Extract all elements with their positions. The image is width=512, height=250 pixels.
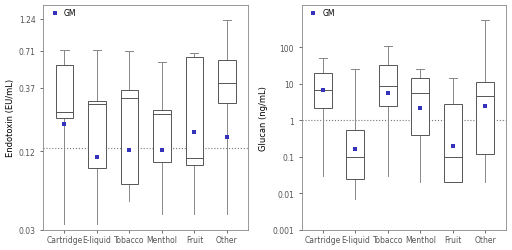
Bar bbox=[412, 78, 429, 136]
Bar bbox=[379, 66, 397, 106]
Legend: GM: GM bbox=[304, 8, 336, 20]
Y-axis label: Glucan (ng/mL): Glucan (ng/mL) bbox=[259, 86, 268, 150]
Bar bbox=[444, 105, 462, 183]
Bar bbox=[218, 61, 236, 104]
Bar bbox=[185, 58, 203, 165]
Bar bbox=[153, 110, 171, 162]
Bar bbox=[55, 65, 73, 119]
Bar bbox=[314, 74, 332, 108]
Legend: GM: GM bbox=[46, 8, 78, 20]
Bar bbox=[88, 102, 106, 168]
Y-axis label: Endotoxin (EU/mL): Endotoxin (EU/mL) bbox=[6, 79, 14, 157]
Bar bbox=[476, 83, 494, 154]
Bar bbox=[120, 90, 138, 184]
Bar bbox=[347, 130, 364, 179]
